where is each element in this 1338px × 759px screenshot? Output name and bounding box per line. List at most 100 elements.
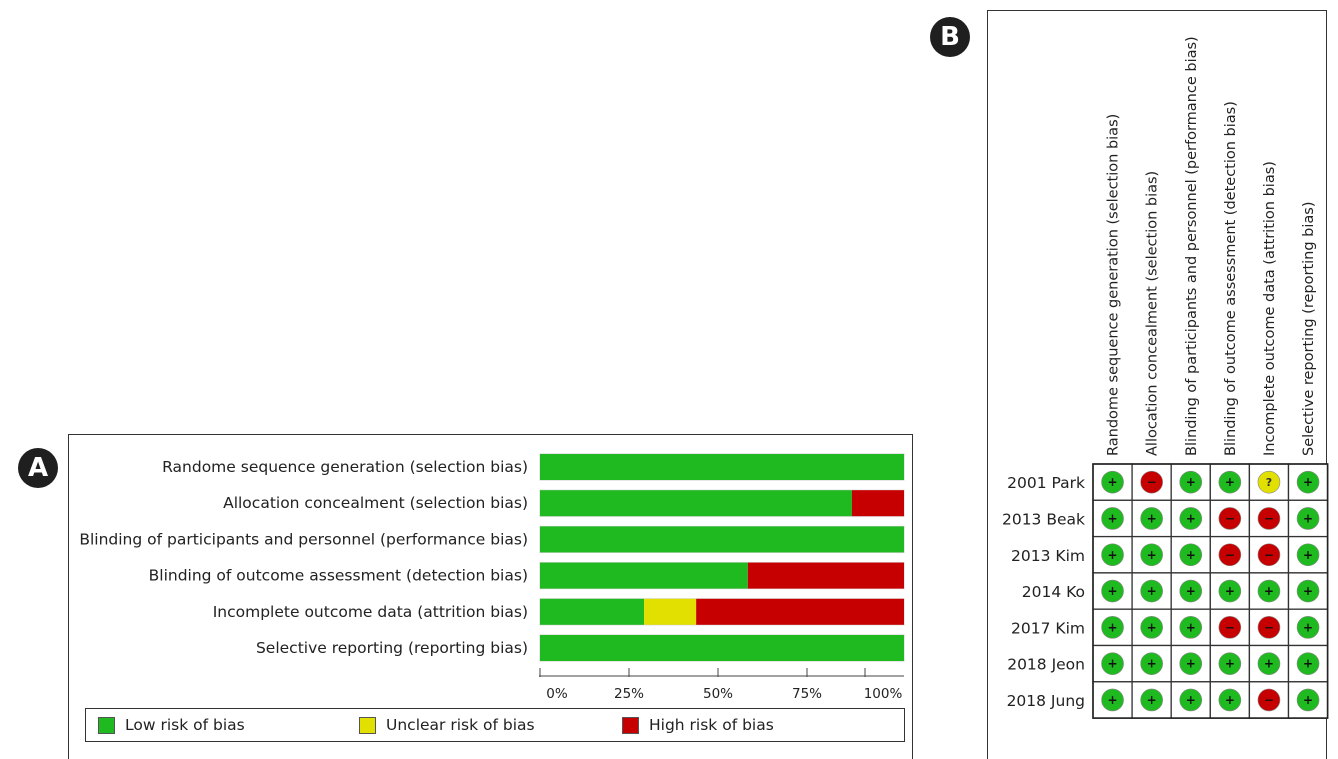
judgement-dot-low bbox=[1101, 616, 1124, 639]
bar-segment-low bbox=[540, 526, 904, 553]
legend-label-unclear: Unclear risk of bias bbox=[386, 716, 535, 734]
judgement-symbol: + bbox=[1108, 511, 1118, 525]
judgement-dot-low bbox=[1296, 652, 1320, 675]
judgement-symbol: + bbox=[1186, 475, 1196, 489]
x-tick-label: 75% bbox=[792, 686, 822, 702]
judgement-dot-low bbox=[1140, 579, 1163, 603]
judgement-symbol: + bbox=[1264, 584, 1274, 598]
column-label: Selective reporting (reporting bias) bbox=[1301, 202, 1317, 457]
column-label: Incomplete outcome data (attrition bias) bbox=[1262, 161, 1278, 456]
judgement-dot-low bbox=[1218, 470, 1242, 494]
bar-segment-high bbox=[851, 490, 904, 517]
judgement-dot-low bbox=[1101, 652, 1124, 675]
judgement-symbol: − bbox=[1264, 693, 1274, 707]
judgement-symbol: + bbox=[1225, 584, 1235, 598]
panel-b-badge: B bbox=[930, 17, 970, 57]
category-label: Selective reporting (reporting bias) bbox=[256, 639, 528, 657]
category-label: Incomplete outcome data (attrition bias) bbox=[213, 603, 528, 621]
judgement-dot-low bbox=[1179, 543, 1203, 567]
row-label: 2013 Beak bbox=[1002, 510, 1085, 528]
judgement-dot-low bbox=[1296, 579, 1320, 603]
judgement-symbol: − bbox=[1264, 548, 1274, 562]
judgement-symbol: + bbox=[1225, 475, 1235, 489]
judgement-symbol: + bbox=[1147, 657, 1157, 671]
grid-frame bbox=[1092, 463, 1329, 719]
legend-item-low: Low risk of bias bbox=[98, 716, 245, 734]
x-tick-label: 25% bbox=[614, 686, 644, 702]
judgement-symbol: + bbox=[1108, 620, 1118, 634]
judgement-dot-high bbox=[1257, 616, 1281, 639]
judgement-symbol: + bbox=[1186, 657, 1196, 671]
judgement-dot-high bbox=[1257, 507, 1281, 530]
judgement-dot-low bbox=[1101, 688, 1124, 712]
judgement-symbol: + bbox=[1303, 584, 1313, 598]
panel-a-risk-of-bias-graph bbox=[68, 434, 913, 759]
bar-segment-unclear bbox=[644, 598, 697, 625]
judgement-symbol: + bbox=[1186, 620, 1196, 634]
judgement-symbol: − bbox=[1225, 620, 1235, 634]
row-label: 2018 Jeon bbox=[1007, 656, 1085, 674]
legend-label-high: High risk of bias bbox=[649, 716, 774, 734]
bar-segment-high bbox=[696, 598, 904, 625]
legend-swatch-unclear bbox=[359, 716, 376, 734]
judgement-symbol: + bbox=[1147, 548, 1157, 562]
judgement-dot-low bbox=[1101, 470, 1124, 494]
judgement-dot-low bbox=[1296, 543, 1320, 567]
judgement-symbol: + bbox=[1147, 620, 1157, 634]
judgement-dot-low bbox=[1218, 652, 1242, 675]
bar-segment-low bbox=[540, 635, 904, 661]
judgement-symbol: + bbox=[1303, 475, 1313, 489]
judgement-symbol: + bbox=[1303, 693, 1313, 707]
judgement-symbol: + bbox=[1186, 584, 1196, 598]
judgement-symbol: + bbox=[1225, 693, 1235, 707]
judgement-dot-low bbox=[1101, 507, 1124, 530]
judgement-dot-high bbox=[1218, 543, 1242, 567]
judgement-dot-low bbox=[1179, 652, 1203, 675]
judgement-dot-high bbox=[1218, 616, 1242, 639]
judgement-symbol: + bbox=[1303, 511, 1313, 525]
x-tick-label: 50% bbox=[703, 686, 733, 702]
judgement-symbol: + bbox=[1264, 657, 1274, 671]
bar-segment-high bbox=[747, 562, 904, 589]
judgement-symbol: + bbox=[1108, 584, 1118, 598]
row-label: 2013 Kim bbox=[1011, 547, 1085, 565]
judgement-symbol: + bbox=[1147, 693, 1157, 707]
judgement-dot-low bbox=[1101, 579, 1124, 603]
judgement-dot-low bbox=[1296, 470, 1320, 494]
chart-legend: Low risk of bias Unclear risk of bias Hi… bbox=[85, 708, 905, 742]
column-label: Randome sequence generation (selection b… bbox=[1106, 114, 1122, 456]
judgement-dot-unclear bbox=[1257, 470, 1281, 494]
category-label: Blinding of outcome assessment (detectio… bbox=[149, 567, 528, 585]
judgement-dot-low bbox=[1296, 616, 1320, 639]
judgement-symbol: + bbox=[1303, 620, 1313, 634]
judgement-dot-low bbox=[1179, 688, 1203, 712]
judgement-dot-low bbox=[1179, 616, 1203, 639]
judgement-dot-low bbox=[1296, 688, 1320, 712]
panel-b-risk-of-bias-summary bbox=[987, 10, 1327, 759]
legend-swatch-low bbox=[98, 716, 115, 734]
judgement-symbol: + bbox=[1186, 548, 1196, 562]
judgement-dot-low bbox=[1257, 652, 1281, 675]
judgement-dot-low bbox=[1140, 616, 1163, 639]
bar-segment-low bbox=[540, 454, 904, 480]
judgement-dot-low bbox=[1296, 507, 1320, 530]
judgement-dot-low bbox=[1218, 579, 1242, 603]
judgement-symbol: + bbox=[1303, 548, 1313, 562]
judgement-dot-low bbox=[1101, 543, 1124, 567]
judgement-symbol: + bbox=[1147, 511, 1157, 525]
judgement-dot-low bbox=[1140, 507, 1163, 530]
judgement-symbol: ? bbox=[1266, 476, 1272, 489]
judgement-dot-low bbox=[1140, 543, 1163, 567]
category-label: Randome sequence generation (selection b… bbox=[162, 458, 528, 476]
row-label: 2017 Kim bbox=[1011, 619, 1085, 637]
judgement-symbol: − bbox=[1264, 511, 1274, 525]
judgement-symbol: + bbox=[1108, 475, 1118, 489]
bar-segment-low bbox=[540, 598, 645, 625]
x-tick-label: 100% bbox=[864, 686, 903, 702]
grid-cell bbox=[1287, 608, 1329, 647]
judgement-dot-high bbox=[1257, 543, 1281, 567]
judgement-symbol: + bbox=[1108, 548, 1118, 562]
legend-item-high: High risk of bias bbox=[622, 716, 774, 734]
